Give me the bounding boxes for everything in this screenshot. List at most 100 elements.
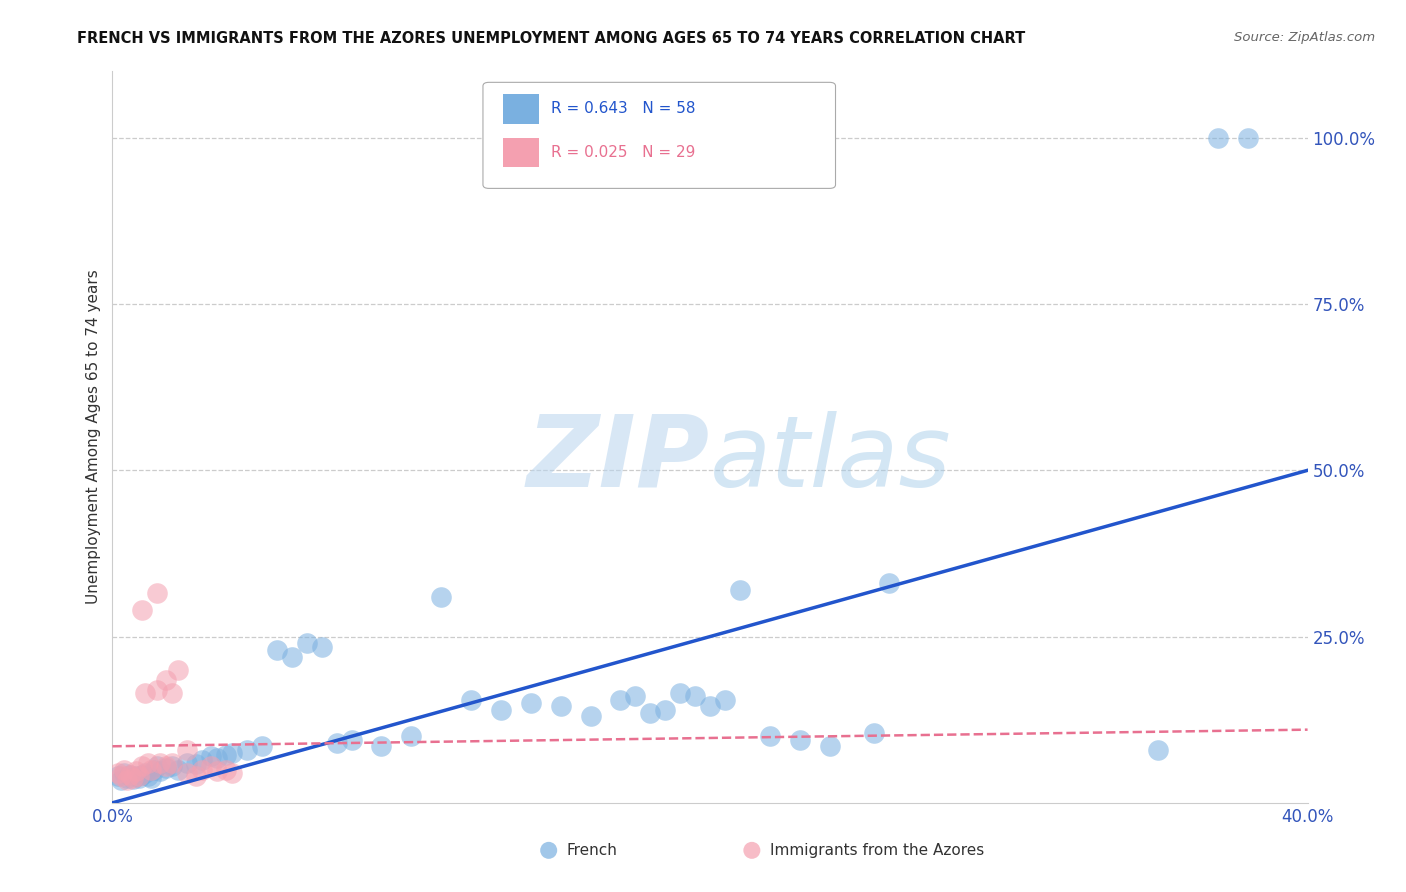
- Point: [295, 636, 318, 650]
- Point: [200, 749, 222, 764]
- FancyBboxPatch shape: [484, 82, 835, 188]
- Point: [149, 764, 172, 778]
- Point: [128, 771, 150, 785]
- Point: [155, 759, 177, 773]
- Point: [863, 726, 886, 740]
- Point: [138, 756, 160, 770]
- Point: [236, 742, 259, 756]
- Point: [141, 763, 163, 777]
- Point: [107, 769, 129, 783]
- Point: [110, 769, 132, 783]
- Point: [759, 729, 782, 743]
- Point: [138, 769, 160, 783]
- Text: Source: ZipAtlas.com: Source: ZipAtlas.com: [1234, 31, 1375, 45]
- Point: [122, 771, 145, 785]
- Point: [117, 772, 139, 787]
- Point: [430, 590, 453, 604]
- Point: [176, 742, 198, 756]
- Point: [114, 765, 135, 780]
- Point: [134, 765, 156, 780]
- Point: [205, 750, 228, 764]
- Point: [401, 729, 423, 743]
- Point: [114, 763, 135, 777]
- Point: [186, 757, 208, 772]
- Text: R = 0.025   N = 29: R = 0.025 N = 29: [551, 145, 696, 160]
- Point: [141, 771, 163, 785]
- Point: [143, 763, 166, 777]
- Point: [221, 765, 243, 780]
- Point: [134, 686, 156, 700]
- Point: [191, 753, 214, 767]
- Point: [120, 768, 142, 782]
- Text: ZIP: ZIP: [527, 410, 710, 508]
- Point: [155, 761, 177, 775]
- Point: [149, 756, 172, 770]
- Point: [162, 686, 183, 700]
- Point: [131, 768, 153, 782]
- Point: [131, 603, 153, 617]
- Point: [215, 763, 238, 777]
- Point: [370, 739, 392, 754]
- Text: R = 0.643   N = 58: R = 0.643 N = 58: [551, 102, 696, 116]
- Point: [609, 692, 631, 706]
- Point: [281, 649, 304, 664]
- Point: [728, 582, 751, 597]
- Point: [460, 692, 482, 706]
- Point: [125, 769, 148, 783]
- Point: [654, 703, 676, 717]
- Point: [683, 690, 706, 704]
- Point: [107, 765, 129, 780]
- Point: [146, 682, 169, 697]
- Point: [1147, 742, 1170, 756]
- Point: [186, 769, 208, 783]
- Text: atlas: atlas: [710, 410, 952, 508]
- Point: [200, 759, 222, 773]
- Point: [122, 772, 145, 786]
- Point: [640, 706, 662, 720]
- Point: [266, 643, 288, 657]
- Point: [117, 771, 139, 785]
- Point: [789, 732, 811, 747]
- Point: [167, 763, 190, 777]
- Point: [311, 640, 333, 654]
- Point: [128, 769, 150, 783]
- Point: [489, 703, 512, 717]
- Point: [131, 759, 153, 773]
- Text: FRENCH VS IMMIGRANTS FROM THE AZORES UNEMPLOYMENT AMONG AGES 65 TO 74 YEARS CORR: FRENCH VS IMMIGRANTS FROM THE AZORES UNE…: [77, 31, 1025, 46]
- Point: [146, 586, 169, 600]
- Point: [624, 690, 647, 704]
- Point: [176, 765, 198, 780]
- Point: [120, 768, 142, 782]
- Point: [714, 692, 737, 706]
- Point: [125, 764, 148, 778]
- Point: [155, 673, 177, 687]
- Point: [325, 736, 347, 750]
- Point: [340, 732, 363, 747]
- Point: [191, 763, 214, 777]
- Point: [699, 699, 721, 714]
- Point: [669, 686, 692, 700]
- Text: French: French: [567, 843, 617, 858]
- Point: [579, 709, 602, 723]
- Point: [110, 772, 132, 787]
- Point: [205, 764, 228, 778]
- Point: [1206, 131, 1229, 145]
- Point: [818, 739, 841, 754]
- Point: [550, 699, 572, 714]
- Point: [162, 756, 183, 770]
- Point: [879, 576, 901, 591]
- Point: [146, 759, 169, 773]
- FancyBboxPatch shape: [503, 95, 538, 123]
- Point: [162, 759, 183, 773]
- Point: [167, 663, 190, 677]
- Point: [215, 747, 238, 762]
- Point: [1192, 838, 1215, 853]
- Point: [520, 696, 543, 710]
- Point: [1237, 131, 1260, 145]
- Y-axis label: Unemployment Among Ages 65 to 74 years: Unemployment Among Ages 65 to 74 years: [86, 269, 101, 605]
- FancyBboxPatch shape: [503, 137, 538, 167]
- Point: [250, 739, 273, 754]
- Point: [221, 746, 243, 760]
- Point: [176, 756, 198, 770]
- Text: Immigrants from the Azores: Immigrants from the Azores: [770, 843, 984, 858]
